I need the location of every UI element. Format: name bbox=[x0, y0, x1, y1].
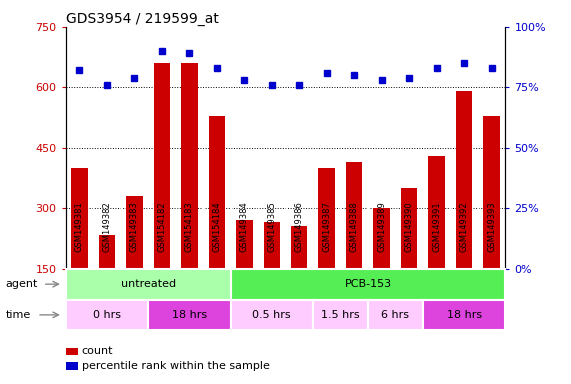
Bar bbox=[373, 208, 390, 269]
Text: 0.5 hrs: 0.5 hrs bbox=[252, 310, 291, 320]
Text: percentile rank within the sample: percentile rank within the sample bbox=[82, 361, 270, 371]
Bar bbox=[483, 116, 500, 269]
Bar bbox=[99, 235, 115, 269]
Bar bbox=[236, 220, 252, 269]
Text: GSM149390: GSM149390 bbox=[405, 201, 413, 252]
Text: GSM149387: GSM149387 bbox=[322, 201, 331, 252]
Text: 6 hrs: 6 hrs bbox=[381, 310, 409, 320]
Bar bbox=[263, 222, 280, 269]
Bar bbox=[231, 300, 313, 330]
Text: GSM149391: GSM149391 bbox=[432, 201, 441, 252]
Text: GSM149384: GSM149384 bbox=[240, 201, 249, 252]
Text: GSM149388: GSM149388 bbox=[349, 201, 359, 252]
Text: 1.5 hrs: 1.5 hrs bbox=[321, 310, 360, 320]
Text: GSM149385: GSM149385 bbox=[267, 201, 276, 252]
Bar bbox=[423, 300, 505, 330]
Bar bbox=[66, 300, 148, 330]
Text: GSM149386: GSM149386 bbox=[295, 201, 304, 252]
Bar bbox=[368, 300, 423, 330]
Text: 18 hrs: 18 hrs bbox=[172, 310, 207, 320]
Bar bbox=[126, 196, 143, 269]
Bar bbox=[313, 300, 368, 330]
Text: GSM154184: GSM154184 bbox=[212, 201, 222, 252]
Bar bbox=[208, 116, 225, 269]
Text: 18 hrs: 18 hrs bbox=[447, 310, 482, 320]
Bar bbox=[428, 156, 445, 269]
Text: GSM154183: GSM154183 bbox=[185, 201, 194, 252]
Bar bbox=[401, 188, 417, 269]
Text: GSM154182: GSM154182 bbox=[158, 201, 166, 252]
Bar bbox=[291, 227, 307, 269]
Bar bbox=[346, 162, 363, 269]
Text: GSM149383: GSM149383 bbox=[130, 201, 139, 252]
Text: time: time bbox=[6, 310, 31, 320]
Text: PCB-153: PCB-153 bbox=[344, 279, 392, 289]
Bar bbox=[154, 63, 170, 269]
Text: GSM149393: GSM149393 bbox=[487, 201, 496, 252]
Text: untreated: untreated bbox=[120, 279, 176, 289]
Bar bbox=[319, 168, 335, 269]
Text: agent: agent bbox=[6, 279, 38, 289]
Text: GSM149382: GSM149382 bbox=[102, 201, 111, 252]
Bar bbox=[181, 63, 198, 269]
Bar bbox=[456, 91, 472, 269]
Text: GSM149389: GSM149389 bbox=[377, 201, 386, 252]
Bar bbox=[231, 269, 505, 300]
Text: GDS3954 / 219599_at: GDS3954 / 219599_at bbox=[66, 12, 219, 26]
Bar bbox=[66, 269, 231, 300]
Bar bbox=[148, 300, 231, 330]
Text: GSM149392: GSM149392 bbox=[460, 201, 469, 252]
Text: 0 hrs: 0 hrs bbox=[93, 310, 121, 320]
Text: count: count bbox=[82, 346, 113, 356]
Text: GSM149381: GSM149381 bbox=[75, 201, 84, 252]
Bar bbox=[71, 168, 88, 269]
